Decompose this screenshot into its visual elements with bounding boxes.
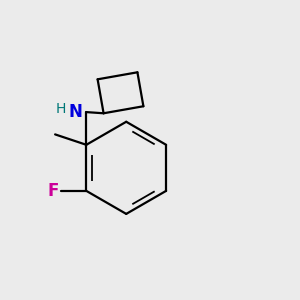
Text: F: F: [47, 182, 59, 200]
Text: H: H: [56, 101, 66, 116]
Text: N: N: [69, 103, 83, 121]
